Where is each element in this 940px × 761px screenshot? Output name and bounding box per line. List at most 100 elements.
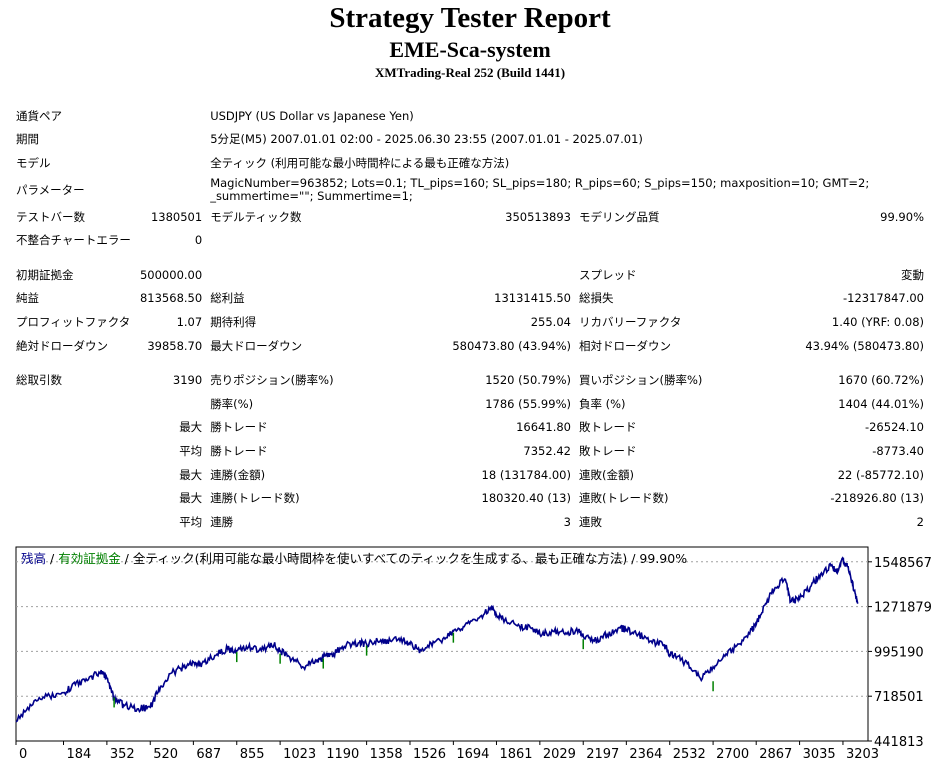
expected-payoff-value: 255.04 [530,314,571,329]
largest-loss-label: 敗トレード [578,420,637,435]
y-tick-label: 718501 [874,690,924,705]
x-tick-label: 2700 [716,747,749,761]
table-row: 平均 連勝 3 連敗 2 [12,510,928,534]
report-title: Strategy Tester Report [329,2,611,34]
profit-factor-label: プロフィットファクタ [16,314,131,329]
gross-loss-value: -12317847.00 [843,291,924,306]
short-positions-label: 売りポジション(勝率%) [210,373,334,388]
consec-win-amount-value: 18 (131784.00) [481,467,571,482]
series-group [15,556,859,723]
model-label: モデル [16,155,51,170]
x-tick-label: 1861 [499,747,532,761]
table-row: 勝率(%) 1786 (55.99%) 負率 (%) 1404 (44.01%) [12,392,928,416]
expected-payoff-label: 期待利得 [210,314,257,329]
net-profit-label: 純益 [16,291,39,306]
model-value: 全ティック (利用可能な最小時間枠による最も正確な方法) [210,155,510,170]
x-tick-label: 184 [67,747,92,761]
x-tick-label: 2532 [673,747,706,761]
total-trades-value: 3190 [172,373,203,388]
deposit-label: 初期証拠金 [16,267,74,282]
table-row: テストバー数 1380501 モデルティック数 350513893 モデリング品… [12,205,928,229]
avg-label: 平均 [179,514,203,529]
avg-label: 平均 [179,443,203,458]
legend-equity: 有効証拠金 [58,551,121,566]
max-label: 最大 [179,467,203,482]
consec-loss-amount-label: 連敗(金額) [578,467,634,482]
quality-label: モデリング品質 [578,209,660,224]
table-row: 純益 813568.50 総利益 13131415.50 総損失 -123178… [12,287,928,311]
balance-chart: 残高 / 有効証拠金 / 全ティック(利用可能な最小時間枠を使いすべてのティック… [15,546,932,761]
x-tick-label: 2364 [629,747,662,761]
net-profit-value: 813568.50 [139,291,203,306]
recovery-factor-label: リカバリーファクタ [578,314,682,329]
period-value: 5分足(M5) 2007.01.01 02:00 - 2025.06.30 23… [210,132,643,147]
avg-loss-value: -8773.40 [872,443,924,458]
table-row: 絶対ドローダウン 39858.70 最大ドローダウン 580473.80 (43… [12,334,928,358]
loss-rate-value: 1404 (44.01%) [838,396,924,411]
table-row: 最大 勝トレード 16641.80 敗トレード -26524.10 [12,416,928,440]
rel-drawdown-label: 相対ドローダウン [578,338,671,353]
params-label: パラメーター [16,182,85,197]
rel-drawdown-value: 43.94% (580473.80) [805,338,924,353]
avg-win-value: 7352.42 [523,443,571,458]
avg-consec-win-value: 3 [563,514,571,529]
gross-profit-label: 総利益 [210,291,245,306]
table-row: 最大 連勝(トレード数) 180320.40 (13) 連敗(トレード数) -2… [12,486,928,510]
legend-separator: / [46,551,58,566]
bars-value: 1380501 [150,209,203,224]
x-axis: 0 184 352 520 687 855 1023 1190 1358 1526 1694 1861… [15,741,879,761]
total-trades-label: 総取引数 [16,373,62,388]
table-row: 不整合チャートエラー 0 [12,228,928,252]
abs-drawdown-value: 39858.70 [147,338,203,353]
consec-loss-amount-value: 22 (-85772.10) [837,467,924,482]
x-tick-label: 520 [153,747,178,761]
x-tick-label: 0 [19,747,27,761]
symbol-value: USDJPY (US Dollar vs Japanese Yen) [210,108,414,123]
x-tick-label: 687 [196,747,221,761]
long-positions-value: 1670 (60.72%) [838,373,924,388]
win-rate-label: 勝率(%) [210,396,254,411]
table-row: 通貨ペア USDJPY (US Dollar vs Japanese Yen) [12,104,928,128]
long-positions-label: 買いポジション(勝率%) [578,373,703,388]
spread-value: 変動 [901,267,924,282]
symbol-label: 通貨ペア [16,108,62,123]
table-row: パラメーター MagicNumber=963852; Lots=0.1; TL_… [12,175,928,205]
avg-consec-win-label: 連勝 [210,514,234,529]
short-positions-value: 1520 (50.79%) [485,373,571,388]
x-tick-label: 855 [240,747,265,761]
gross-loss-label: 総損失 [578,291,614,306]
grid-lines [16,561,868,697]
avg-loss-label: 敗トレード [578,443,637,458]
x-tick-label: 3035 [803,747,836,761]
server-name: XMTrading-Real 252 (Build 1441) [374,65,566,80]
table-row: 最大 連勝(金額) 18 (131784.00) 連敗(金額) 22 (-857… [12,463,928,487]
y-tick-label: 1548567 [874,556,932,571]
table-row: 総取引数 3190 売りポジション(勝率%) 1520 (50.79%) 買いポ… [12,368,928,392]
avg-consec-loss-value: 2 [916,514,924,529]
x-tick-label: 1526 [413,747,446,761]
max-drawdown-label: 最大ドローダウン [210,338,303,353]
table-row: 初期証拠金 500000.00 スプレッド 変動 [12,263,928,287]
recovery-factor-value: 1.40 (YRF: 0.08) [831,314,924,329]
table-row: 平均 勝トレード 7352.42 敗トレード -8773.40 [12,439,928,463]
x-tick-label: 1358 [370,747,403,761]
balance-line [15,556,859,723]
table-row: プロフィットファクタ 1.07 期待利得 255.04 リカバリーファクタ 1.… [12,310,928,334]
avg-consec-loss-label: 連敗 [578,514,602,529]
y-tick-label: 1271879 [874,601,932,616]
x-tick-label: 2029 [543,747,576,761]
consec-win-trades-label: 連勝(トレード数) [210,491,300,506]
x-tick-label: 1190 [326,747,359,761]
expert-name: EME-Sca-system [389,37,551,62]
mismatch-value: 0 [194,233,203,248]
max-label: 最大 [179,420,203,435]
y-axis: 441813 718501 995190 1271879 1548567 [868,556,932,750]
deposit-value: 500000.00 [139,267,203,282]
y-tick-label: 441813 [874,735,924,750]
x-tick-label: 352 [110,747,135,761]
legend-balance: 残高 [21,551,46,566]
ticks-label: モデルティック数 [210,209,302,224]
legend-separator: / [121,551,133,566]
consec-win-amount-label: 連勝(金額) [210,467,266,482]
max-drawdown-value: 580473.80 (43.94%) [452,338,571,353]
